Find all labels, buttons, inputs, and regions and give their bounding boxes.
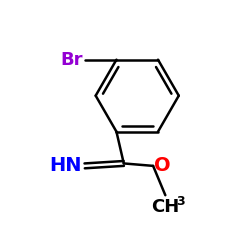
Text: O: O — [154, 156, 171, 176]
Text: HN: HN — [50, 156, 82, 176]
Text: CH: CH — [151, 198, 180, 216]
Text: Br: Br — [60, 51, 83, 69]
Text: 3: 3 — [176, 195, 185, 208]
